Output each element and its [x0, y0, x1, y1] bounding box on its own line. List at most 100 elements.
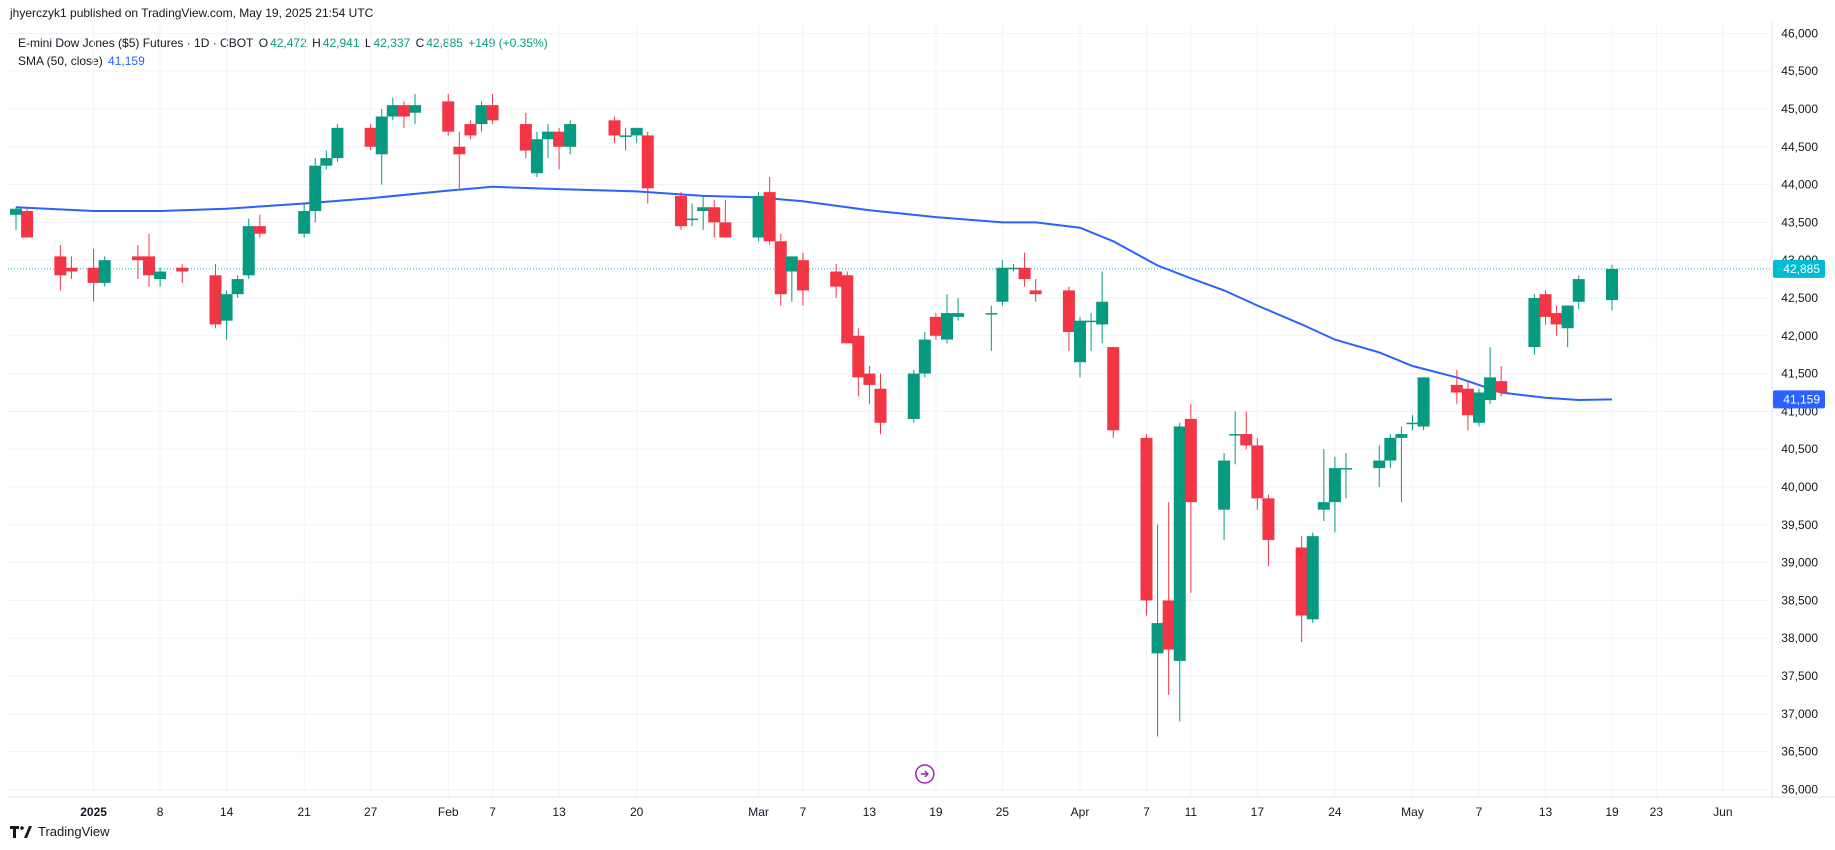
candle-body: [1007, 267, 1020, 270]
y-tick-label: 39,500: [1781, 518, 1818, 532]
candle-body: [608, 120, 621, 136]
candle: [1306, 532, 1319, 624]
candle-body: [830, 271, 843, 287]
candle: [852, 328, 865, 397]
x-tick-label: Apr: [1071, 805, 1090, 819]
x-tick-label: 7: [800, 805, 807, 819]
price-axis: 46,00045,50045,00044,50044,00043,50043,0…: [1773, 26, 1825, 796]
candle-body: [1262, 498, 1275, 540]
sma-name[interactable]: SMA (50, close): [18, 54, 103, 68]
sma-price-label: 41,159: [1773, 390, 1825, 409]
x-tick-label: 11: [1185, 805, 1198, 819]
candle-body: [1085, 320, 1098, 323]
candle-body: [386, 105, 399, 117]
candle-body: [1395, 434, 1408, 438]
candle: [774, 233, 787, 306]
candle: [386, 97, 399, 121]
candle-body: [630, 127, 643, 136]
candle: [519, 112, 532, 159]
candle-body: [309, 165, 322, 212]
x-tick-label: Mar: [748, 805, 769, 819]
x-tick-label: 24: [1328, 805, 1342, 819]
candle-body: [231, 279, 244, 295]
candle: [1229, 411, 1242, 465]
candle-body: [364, 127, 377, 147]
event-marker-icon[interactable]: [915, 764, 935, 784]
candle: [1461, 381, 1474, 431]
candle: [763, 177, 776, 246]
candle-body: [641, 135, 654, 189]
candle: [996, 260, 1009, 306]
candle-body: [21, 211, 34, 238]
candle-body: [54, 256, 67, 276]
candle: [442, 93, 455, 136]
candle-body: [1484, 377, 1497, 401]
candle: [907, 369, 920, 423]
symbol-name[interactable]: E-mini Dow Jones ($5) Futures · 1D · CBO…: [18, 36, 254, 50]
last-price-label-box: [1773, 259, 1825, 278]
candle-body: [131, 256, 144, 261]
candle-body: [1162, 600, 1175, 650]
candle-body: [475, 105, 488, 125]
candle: [375, 108, 388, 185]
candle-body: [918, 339, 931, 374]
chart-legend: E-mini Dow Jones ($5) Futures · 1D · CBO…: [18, 34, 550, 70]
candle-body: [530, 139, 543, 174]
change-value: +149 (+0.35%): [468, 36, 548, 50]
candle-body: [375, 116, 388, 155]
candle-body: [397, 105, 410, 117]
markers-layer: [915, 764, 935, 784]
y-tick-label: 38,000: [1781, 631, 1818, 645]
candle-body: [952, 313, 965, 317]
candle: [309, 158, 322, 223]
candle: [941, 294, 953, 344]
candle: [630, 127, 643, 143]
sma-price-label-box: [1773, 390, 1825, 409]
candle-body: [1229, 434, 1242, 436]
x-tick-label: 17: [1251, 805, 1265, 819]
candle: [397, 101, 410, 128]
candle: [1561, 305, 1574, 348]
candle-body: [1550, 313, 1563, 325]
high-label: H: [312, 36, 321, 50]
candle: [143, 233, 155, 287]
candle-body: [1151, 623, 1164, 654]
candle: [154, 267, 167, 287]
candle-body: [1328, 468, 1341, 503]
candle-body: [176, 267, 189, 272]
candle-body: [796, 260, 809, 291]
candle-body: [331, 127, 344, 159]
candle-body: [1184, 418, 1197, 503]
x-tick-label: 8: [157, 805, 164, 819]
candle: [686, 203, 699, 227]
candle: [1240, 411, 1253, 450]
y-tick-label: 43,500: [1781, 215, 1818, 229]
candle-body: [298, 211, 311, 234]
candle: [464, 120, 477, 140]
candle-body: [841, 275, 854, 344]
candle: [209, 263, 222, 329]
candle: [752, 192, 765, 242]
candle: [1384, 434, 1397, 469]
candle-body: [1473, 392, 1485, 423]
candle-body: [852, 335, 865, 378]
candle-body: [453, 146, 466, 155]
candle: [54, 245, 67, 291]
candle: [21, 207, 34, 238]
candle-body: [220, 294, 233, 321]
candle-body: [1373, 460, 1386, 469]
candle: [675, 192, 687, 230]
candle: [242, 218, 255, 280]
candle-body: [1461, 388, 1474, 416]
x-tick-label: 27: [364, 805, 378, 819]
candle-body: [553, 131, 566, 147]
candle-body: [874, 388, 887, 423]
candle: [298, 203, 311, 238]
candle: [564, 120, 577, 155]
candle: [1140, 434, 1153, 616]
candle: [1018, 252, 1031, 287]
close-value: 42,885: [426, 36, 463, 50]
publisher-line: jhyerczyk1 published on TradingView.com,…: [10, 6, 374, 20]
candle: [641, 131, 654, 204]
